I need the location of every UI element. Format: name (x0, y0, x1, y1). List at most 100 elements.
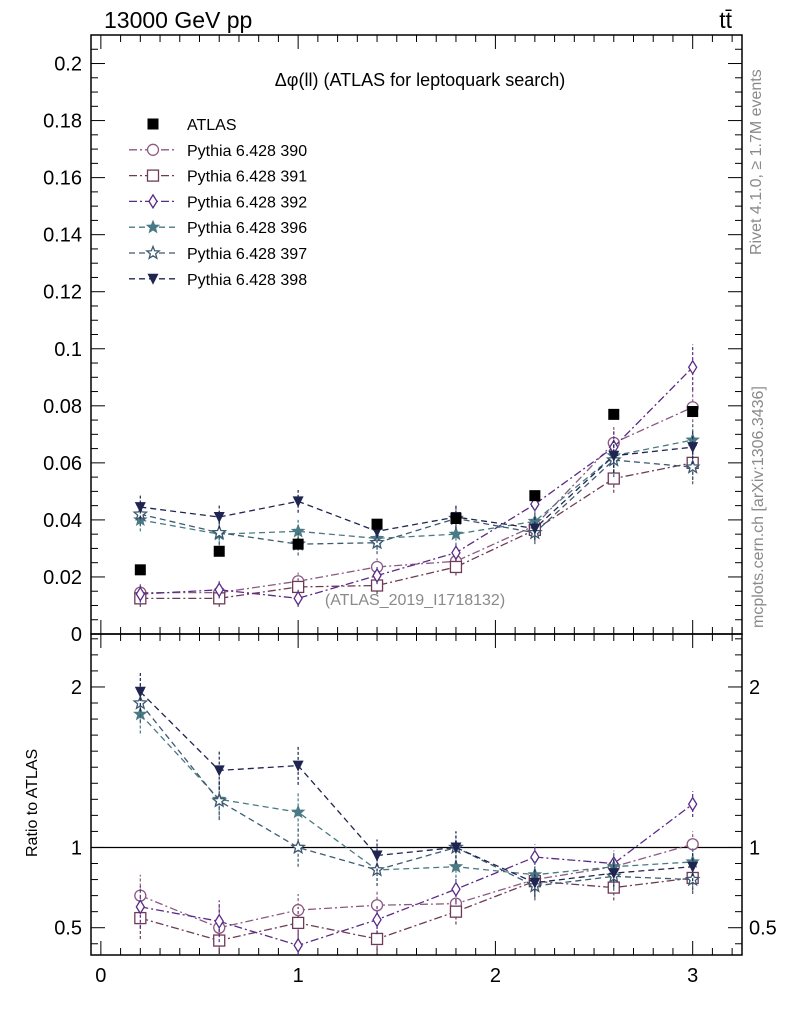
ratio-panel: 0 1 2 3 0.5 0.5 1 1 2 2 (54, 633, 777, 987)
main-y-tick-label: 0.08 (43, 396, 82, 418)
mcplots-label: mcplots.cern.ch [arXiv:1306.3436] (750, 386, 767, 628)
main-point (135, 586, 146, 602)
main-atlas-point (608, 408, 620, 420)
ratio-point (214, 913, 224, 930)
main-point (214, 582, 224, 598)
ratio-series-line (139, 702, 693, 887)
legend-marker (145, 219, 161, 234)
ratio-point (686, 838, 699, 851)
ratio-point (213, 765, 225, 777)
main-series-line (140, 439, 693, 540)
main-atlas-point (450, 512, 462, 524)
main-y-tick-label: 0.2 (54, 54, 82, 76)
ratio-point (448, 859, 464, 873)
ratio-point (290, 839, 307, 855)
ratio-y-tick-label-left: 2 (71, 677, 82, 699)
main-point (451, 544, 461, 561)
main-series-line (140, 446, 693, 532)
main-series-line (140, 406, 693, 594)
main-point (687, 442, 699, 454)
main-atlas-point (687, 406, 699, 418)
main-y-tick-label: 0.12 (43, 282, 82, 304)
legend-marker (146, 169, 160, 182)
main-y-tick-label: 0.16 (43, 168, 82, 190)
ratio-frame (90, 633, 743, 956)
ratio-point (135, 899, 146, 915)
ratio-series (134, 672, 699, 898)
process-label: tt̄ (719, 7, 732, 33)
ratio-y-tick-label-right: 0.5 (749, 918, 777, 940)
ratio-y-tick-label-left: 0.5 (54, 918, 82, 940)
x-tick-label: 1 (293, 965, 304, 987)
main-title: Δφ(ll) (ATLAS for leptoquark search) (275, 70, 565, 90)
ratio-ylabel: Ratio to ATLAS (24, 749, 41, 857)
main-series-line (140, 459, 693, 545)
main-y-tick-label: 0.1 (54, 339, 82, 361)
ratio-point (450, 842, 462, 854)
legend-marker (146, 143, 160, 156)
ratio-point (529, 877, 541, 889)
main-y-tick-label: 0 (71, 624, 82, 646)
main-point (292, 496, 304, 508)
ratio-y-tick-label-left: 1 (71, 837, 82, 859)
ratio-y-tick-label-right: 1 (749, 837, 760, 859)
ratio-point (687, 861, 699, 873)
main-point (372, 567, 382, 584)
main-point (293, 590, 303, 607)
main-point (449, 560, 463, 574)
ratio-point (290, 804, 306, 819)
x-tick-label: 3 (687, 965, 698, 987)
main-y-tick-label: 0.06 (43, 453, 82, 475)
ratio-point (370, 899, 384, 912)
main-atlas-point (292, 538, 304, 550)
ratio-series-line (139, 713, 693, 876)
main-point (211, 524, 228, 540)
ratio-point (291, 903, 305, 917)
main-point (607, 472, 620, 485)
main-point (608, 450, 620, 462)
legend-marker (147, 273, 159, 285)
ratio-y-tick-label-right: 2 (749, 677, 760, 699)
ratio-series-line (139, 691, 693, 884)
ratio-point (293, 937, 303, 954)
ratio-series-line (140, 803, 694, 947)
ratio-point (292, 760, 304, 772)
main-point (687, 359, 698, 376)
legend-marker (148, 193, 158, 210)
main-y-tick-label: 0.18 (43, 111, 82, 133)
main-atlas-series (134, 406, 699, 576)
main-y-tick-label: 0.04 (43, 510, 82, 532)
main-atlas-point (529, 490, 541, 502)
ratio-point (291, 916, 305, 930)
legend-label: Pythia 6.428 391 (187, 169, 307, 186)
legend-label: Pythia 6.428 390 (187, 143, 307, 160)
legend-label: Pythia 6.428 396 (187, 220, 307, 237)
ratio-point (687, 796, 698, 812)
main-series-line (140, 366, 694, 600)
energy-label: 13000 GeV pp (104, 7, 252, 33)
watermark-label: (ATLAS_2019_I1718132) (325, 592, 505, 609)
main-point (529, 523, 541, 535)
legend-marker (147, 118, 159, 130)
ratio-point (371, 850, 383, 862)
legend-marker (145, 244, 161, 260)
legend: ATLAS Pythia 6.428 390 Pythia 6.428 391 Pyt… (129, 117, 307, 289)
x-tick-label: 2 (490, 965, 501, 987)
ratio-point (451, 881, 461, 897)
x-tick-label: 0 (95, 965, 106, 987)
ratio-point (370, 932, 384, 946)
ratio-point (211, 792, 228, 808)
main-point (134, 502, 146, 514)
main-point (684, 458, 701, 474)
rivet-version-label: Rivet 4.1.0, ≥ 1.7M events (748, 69, 765, 255)
main-point (213, 512, 225, 524)
main-y-tick-label: 0.02 (43, 567, 82, 589)
main-series-line (140, 462, 693, 599)
main-point (448, 526, 464, 541)
ratio-point (608, 868, 620, 880)
ratio-point (449, 905, 463, 918)
legend-label: Pythia 6.428 398 (187, 272, 307, 289)
main-atlas-point (371, 518, 383, 530)
main-atlas-point (134, 564, 146, 576)
